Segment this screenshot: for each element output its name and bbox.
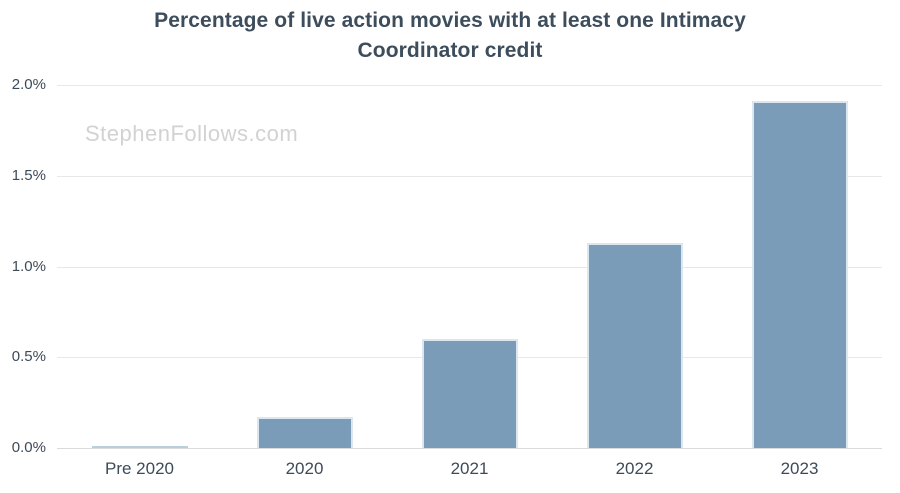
- bar-2023: [752, 101, 848, 448]
- y-tick-label: 1.0%: [11, 258, 46, 275]
- y-tick-label: 0.0%: [11, 439, 46, 456]
- gridline: [57, 267, 882, 268]
- x-tick-label: 2020: [285, 459, 324, 478]
- x-axis-line: [57, 448, 882, 449]
- y-tick-label: 0.5%: [11, 348, 46, 365]
- chart-title-line-2: Coordinator credit: [357, 39, 543, 62]
- bar-2020: [257, 417, 353, 448]
- bar-pre-2020: [92, 446, 188, 448]
- y-tick-label: 1.5%: [11, 167, 46, 184]
- y-tick-label: 2.0%: [11, 76, 46, 93]
- chart-title: Percentage of live action movies with at…: [0, 6, 900, 66]
- chart-title-line-1: Percentage of live action movies with at…: [154, 9, 746, 32]
- watermark: StephenFollows.com: [85, 121, 299, 146]
- x-tick-label: 2021: [450, 459, 489, 478]
- x-tick-label: Pre 2020: [105, 459, 174, 478]
- x-tick-label: 2023: [780, 459, 819, 478]
- bar-2022: [587, 243, 683, 448]
- x-tick-label: 2022: [615, 459, 654, 478]
- gridline: [57, 176, 882, 177]
- bar-2021: [422, 339, 518, 448]
- gridline: [57, 85, 882, 86]
